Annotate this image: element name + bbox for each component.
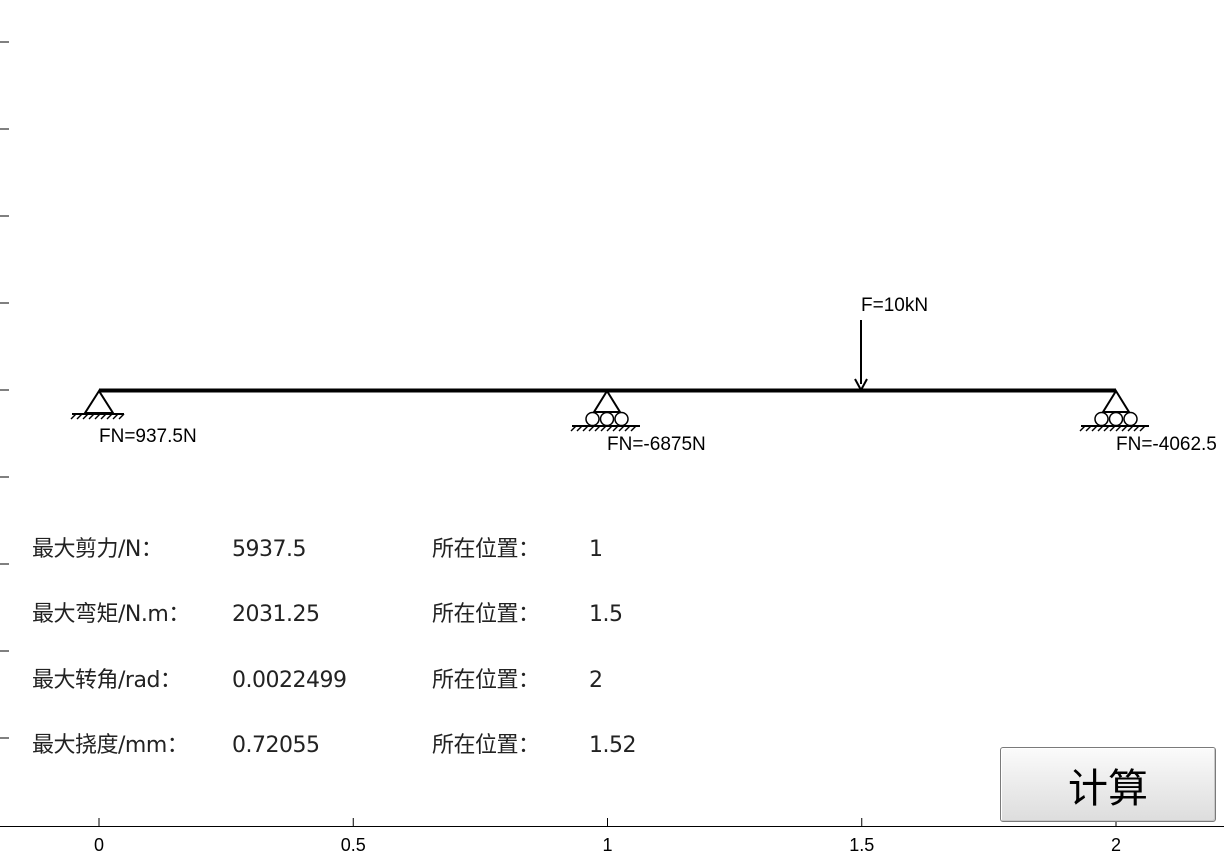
point-load-arrow [854, 320, 868, 393]
x-tick-label: 2 [1111, 835, 1121, 855]
x-tick-label: 1 [602, 835, 612, 855]
x-axis-ticks: 0 0.5 1 1.5 2 [94, 818, 1121, 855]
roller-support-middle [570, 389, 640, 432]
x-tick-label: 0 [94, 835, 104, 855]
y-axis-ticks [0, 41, 9, 739]
load-label: F=10kN [861, 295, 928, 316]
x-tick-label: 1.5 [849, 835, 874, 855]
reaction-label-right: FN=-4062.5 [1116, 434, 1217, 455]
roller-support-right [1079, 389, 1149, 432]
calculate-button[interactable]: 计算 [1000, 747, 1216, 822]
pin-support [70, 389, 125, 420]
x-tick-label: 0.5 [341, 835, 366, 855]
reaction-label-middle: FN=-6875N [607, 434, 706, 455]
reaction-label-left: FN=937.5N [99, 426, 197, 447]
